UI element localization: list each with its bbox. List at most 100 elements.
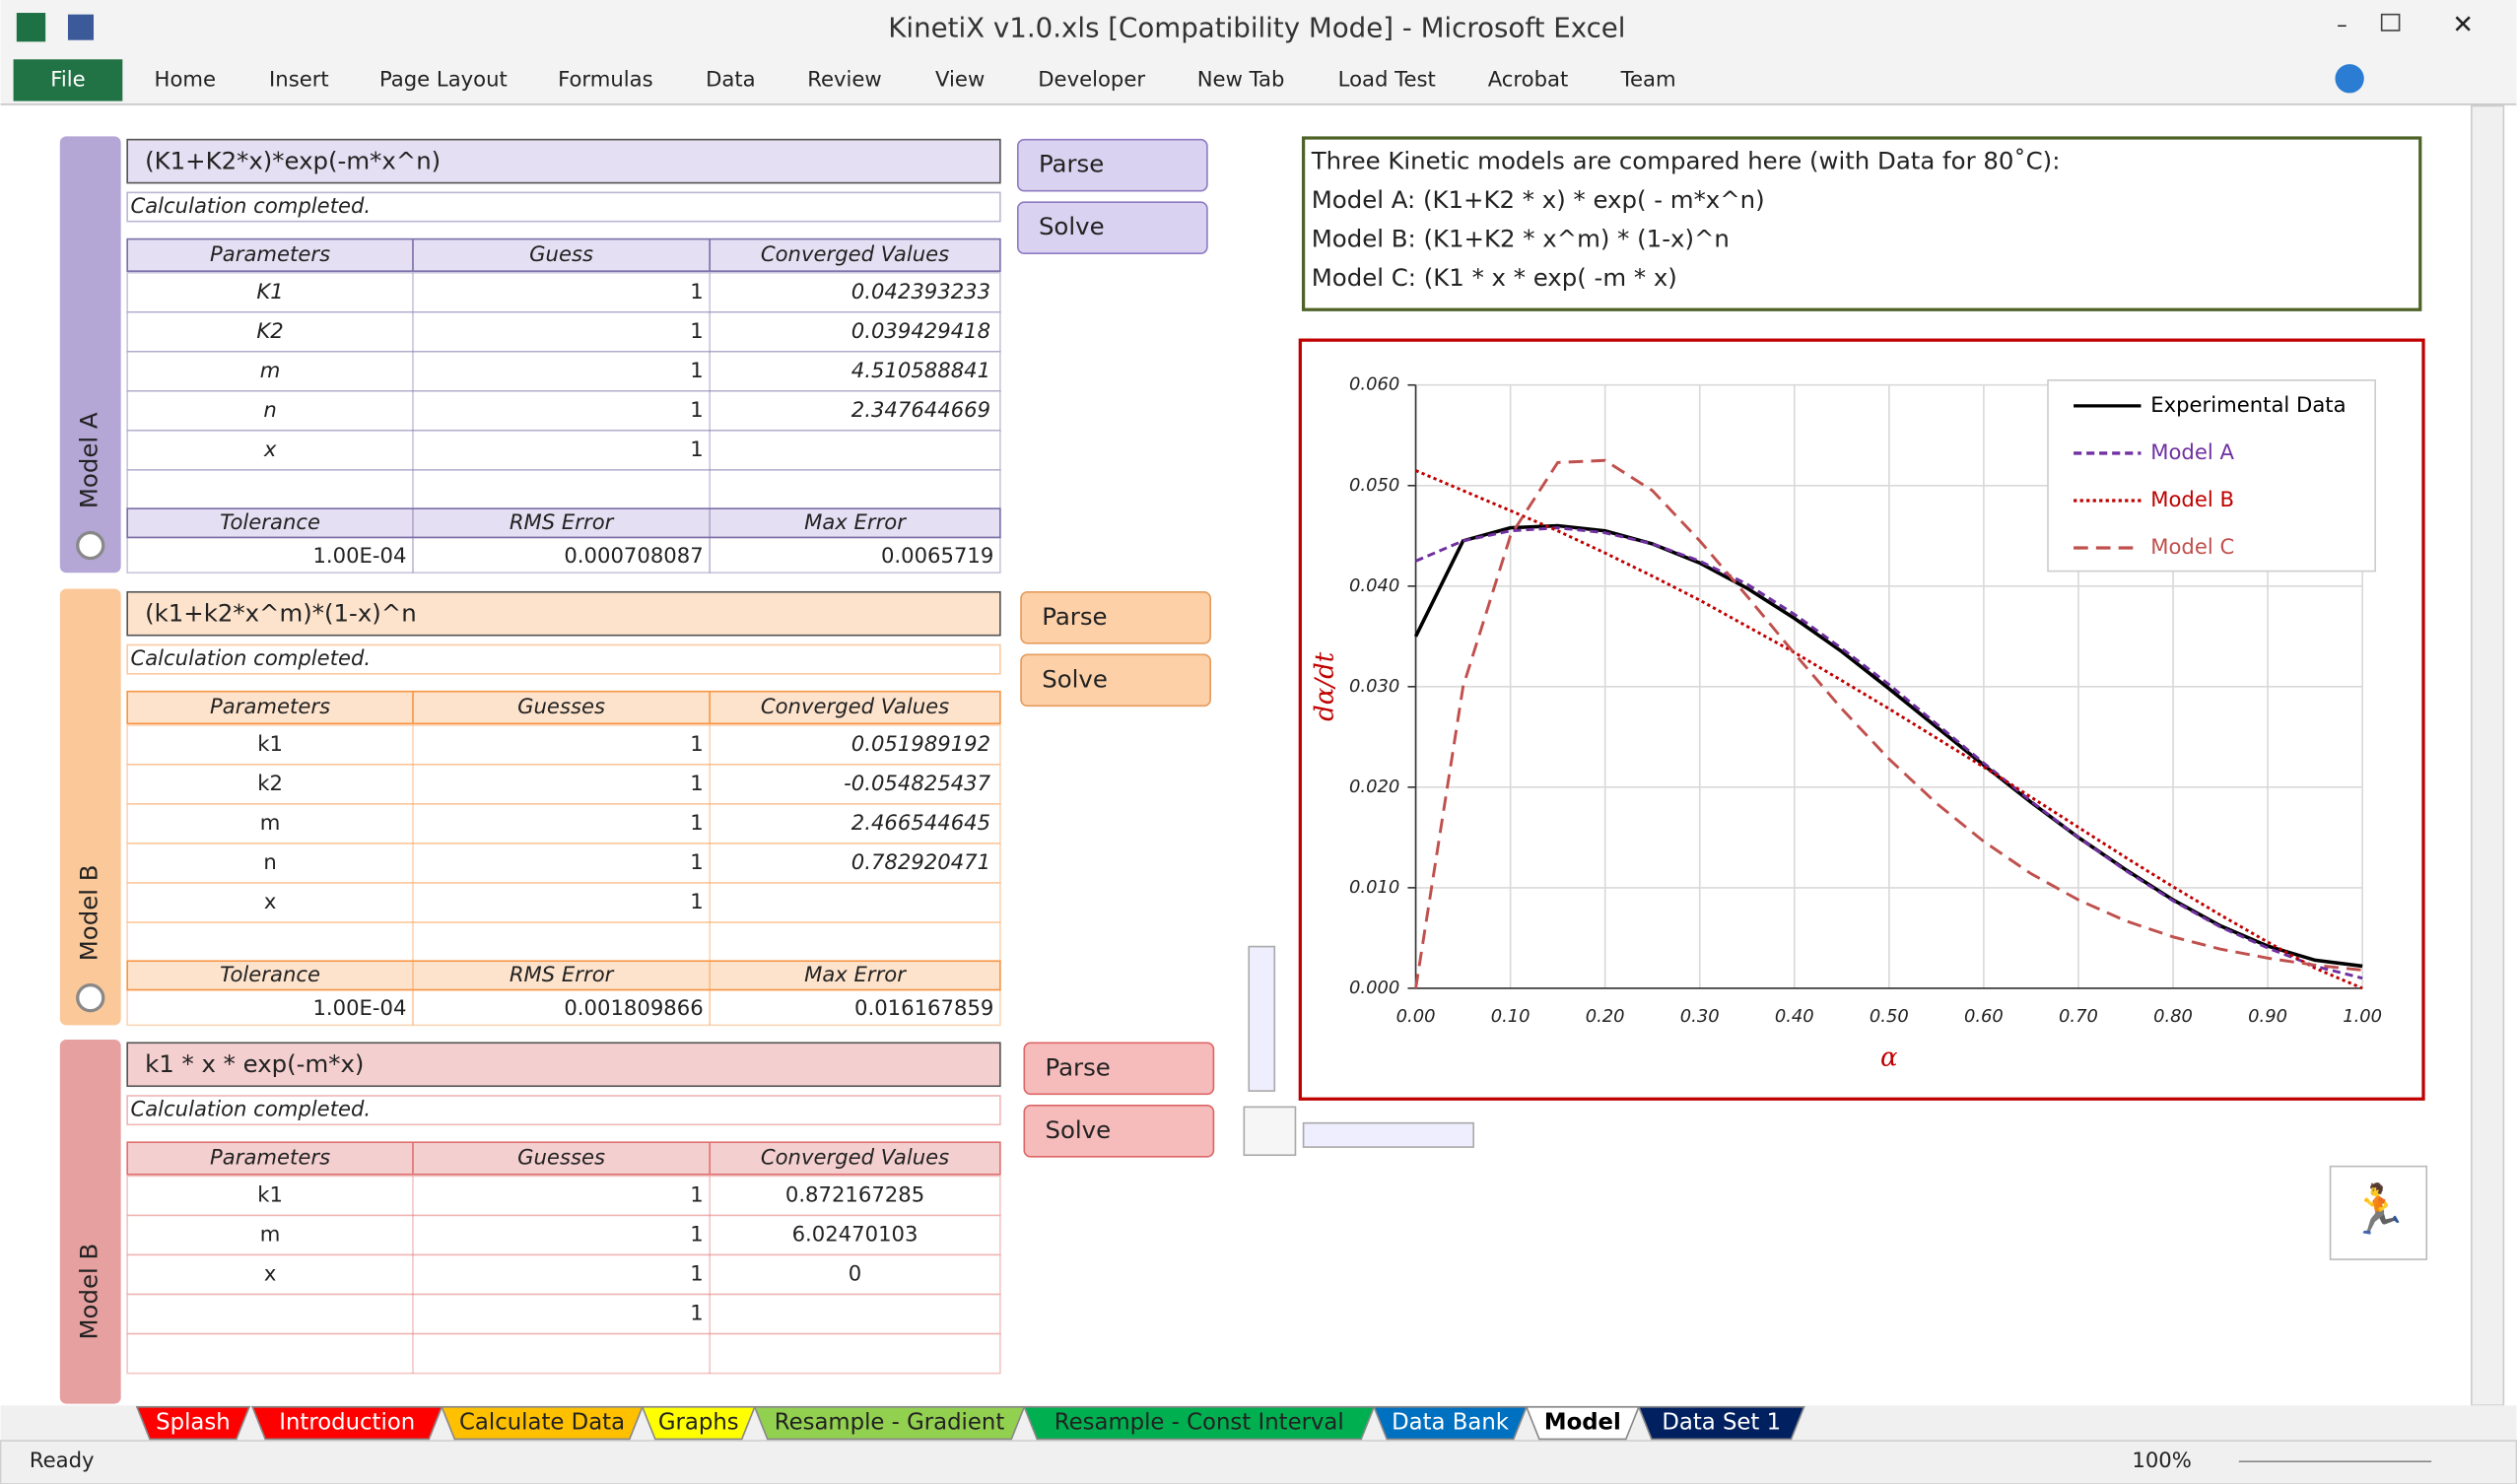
y-tick-label: 0.040 [1349, 575, 1399, 596]
save-icon[interactable] [67, 14, 94, 40]
description-line: Model C: (K1 * x * exp( -m * x) [1312, 263, 1677, 292]
series-line [1414, 458, 2363, 989]
sheet-tab-label: Data Bank [1392, 1410, 1510, 1436]
zoom-level: 100% [2132, 1448, 2191, 1472]
x-tick-label: 0.90 [2248, 1006, 2287, 1027]
table-cell: m [260, 810, 281, 835]
sheet-tab[interactable] [135, 1406, 251, 1441]
table-cell: 1 [690, 1261, 703, 1286]
sheet-tab[interactable] [1373, 1406, 1529, 1441]
sheet-tab[interactable] [753, 1406, 1026, 1441]
table-header [126, 237, 1001, 272]
model-side-bar [59, 588, 121, 1026]
footer-header [126, 960, 1001, 991]
file-tab[interactable] [13, 59, 123, 101]
table-cell: k2 [257, 771, 283, 795]
formula-box[interactable] [126, 590, 1001, 637]
x-tick-label: 0.80 [2153, 1006, 2193, 1027]
macro-button[interactable] [1020, 590, 1211, 644]
column-header: Parameters [210, 241, 330, 266]
ribbon-tab[interactable]: View [935, 66, 985, 91]
minimize-btn[interactable]: – [2337, 12, 2347, 36]
macro-button[interactable] [1016, 201, 1208, 255]
ribbon-tab[interactable]: Page Layout [379, 66, 508, 91]
ribbon-tab[interactable]: Team [1620, 66, 1676, 91]
table-row [126, 921, 1001, 964]
y-tick-label: 0.050 [1349, 475, 1399, 496]
table-cell: 1 [690, 849, 703, 874]
table-cell: k1 [257, 1181, 283, 1206]
sheet-tab[interactable] [441, 1406, 645, 1441]
ribbon-tab[interactable]: Review [807, 66, 881, 91]
y-tick-label: 0.030 [1349, 676, 1399, 697]
status-text: Calculation completed. [130, 1097, 371, 1121]
footer-column: Tolerance [220, 962, 320, 986]
x-tick-label: 0.00 [1396, 1006, 1436, 1027]
macro-button[interactable] [1020, 653, 1211, 708]
table-cell: k1 [257, 731, 283, 756]
sheet-tab[interactable] [1525, 1406, 1641, 1441]
ribbon-tab[interactable]: Developer [1038, 66, 1145, 91]
sheet-tab[interactable] [250, 1406, 443, 1441]
table-cell: 1 [690, 358, 703, 382]
ribbon-tab[interactable]: Insert [269, 66, 329, 91]
vertical-scrollbar[interactable] [2471, 104, 2505, 1407]
footer-column: RMS Error [510, 509, 615, 534]
sheet-tab[interactable] [1023, 1406, 1376, 1441]
macro-button-label: Solve [1042, 664, 1108, 693]
table-cell: K2 [256, 318, 283, 343]
spin-scroll[interactable] [1248, 945, 1276, 1092]
ribbon-tab[interactable]: Acrobat [1488, 66, 1569, 91]
status-text: Calculation completed. [130, 193, 371, 218]
zoom-control[interactable] [1243, 1106, 1297, 1157]
table-row [126, 724, 1001, 766]
macro-button[interactable] [1023, 1104, 1215, 1158]
model-radio[interactable] [76, 530, 105, 561]
table-row [126, 843, 1001, 884]
h-scroll-control[interactable] [1302, 1121, 1474, 1148]
macro-button-label: Parse [1045, 1052, 1110, 1081]
formula-box[interactable] [126, 138, 1001, 184]
macro-button[interactable] [1016, 138, 1208, 192]
sheet-tab-label: Splash [156, 1410, 231, 1436]
status-cell [126, 1095, 1001, 1126]
ribbon-tab[interactable]: Home [155, 66, 216, 91]
status-bar [0, 1440, 2517, 1484]
maximize-btn[interactable] [2380, 13, 2401, 32]
table-cell: 1 [690, 279, 703, 304]
sheet-tab-label: Resample - Const Interval [1054, 1410, 1344, 1436]
table-cell: 0.782920471 [851, 849, 990, 874]
table-cell: 1 [690, 731, 703, 756]
x-tick-label: 0.40 [1775, 1006, 1814, 1027]
macro-button[interactable] [1023, 1042, 1215, 1096]
ribbon-tab[interactable]: Formulas [558, 66, 653, 91]
table-cell: 2.466544645 [851, 810, 990, 835]
table-cell: 6.02470103 [792, 1221, 918, 1246]
column-header: Parameters [210, 1144, 330, 1169]
title-ribbon-bg [0, 0, 2517, 106]
formula-box[interactable] [126, 1042, 1001, 1088]
model-side-bar [59, 1040, 121, 1404]
help-icon[interactable] [2335, 64, 2364, 94]
file-tab-label: File [50, 66, 85, 91]
table-cell: -0.054825437 [844, 771, 991, 795]
model-radio[interactable] [76, 983, 105, 1013]
sheet-tab[interactable] [641, 1406, 756, 1441]
ribbon-tab[interactable]: Load Test [1338, 66, 1436, 91]
description-line: Three Kinetic models are compared here (… [1311, 146, 2061, 174]
close-btn[interactable]: ✕ [2452, 11, 2474, 40]
table-row [126, 469, 1001, 510]
x-tick-label: 1.00 [2343, 1006, 2382, 1027]
ribbon-tab[interactable]: Data [706, 66, 756, 91]
y-tick-label: 0.000 [1349, 978, 1399, 998]
footer-value: 0.016167859 [854, 995, 993, 1020]
footer-value: 0.001809866 [564, 995, 703, 1020]
run-button[interactable] [2329, 1165, 2428, 1260]
model-side-label: Model A [75, 412, 103, 508]
ribbon-tab[interactable]: New Tab [1197, 66, 1285, 91]
sheet-tab[interactable] [1637, 1406, 1805, 1441]
legend-box [2047, 379, 2376, 573]
footer-column: RMS Error [510, 962, 615, 986]
footer-value: 0.0065719 [881, 543, 993, 568]
footer-row [126, 536, 1001, 574]
